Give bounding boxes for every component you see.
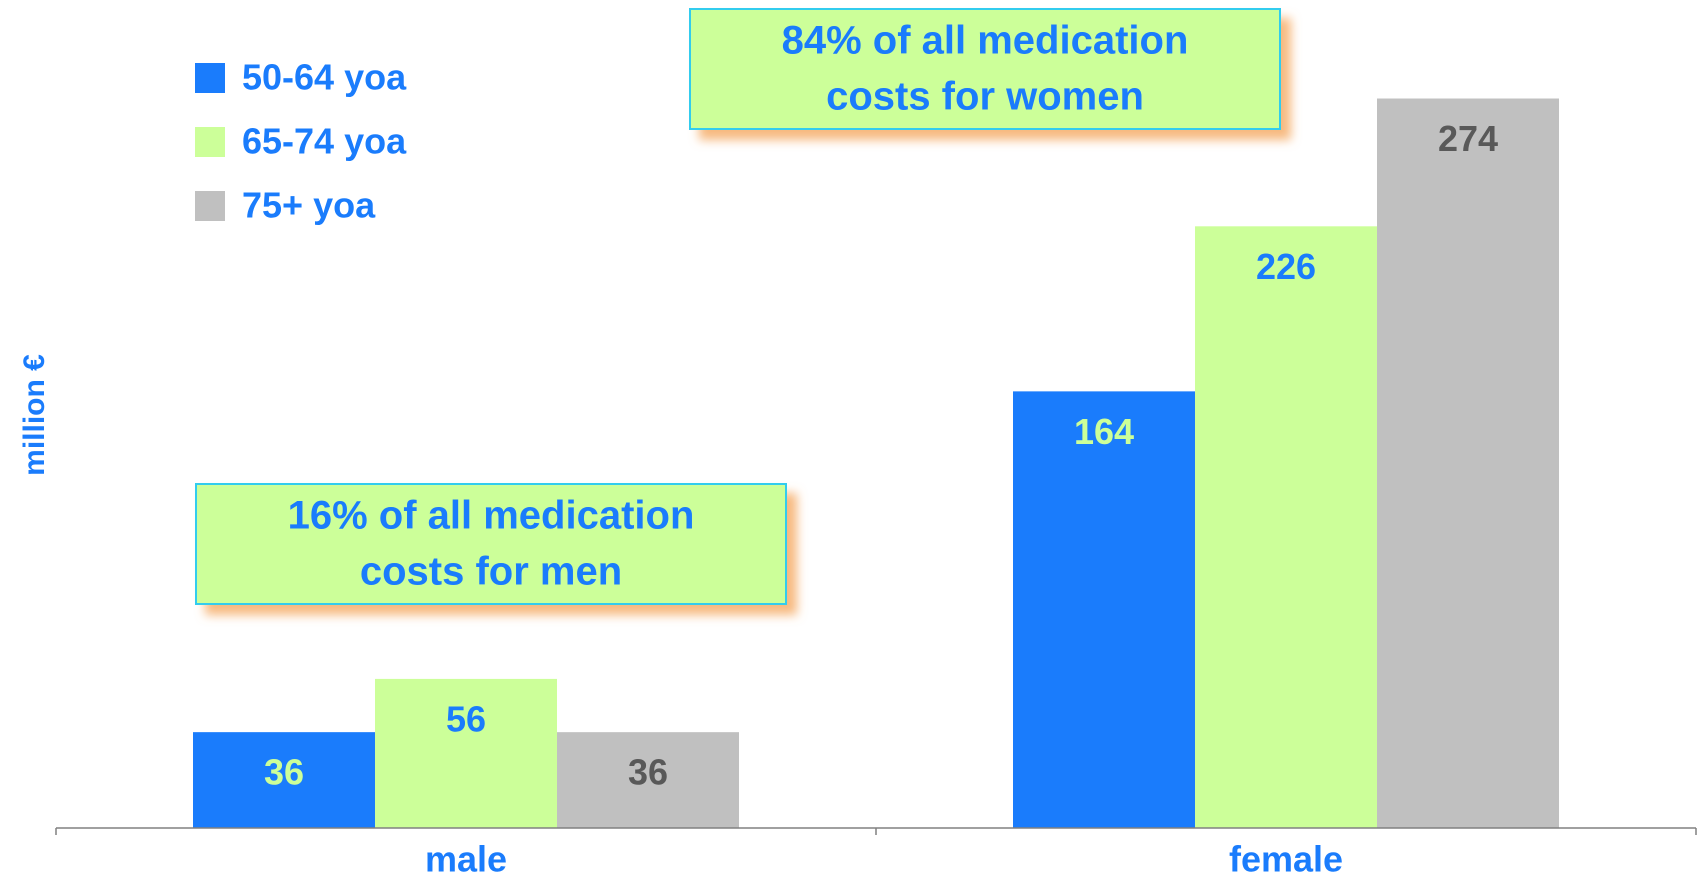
value-label: 164 <box>1074 411 1134 452</box>
annotation-text: costs for women <box>826 75 1144 119</box>
annotation-text: 84% of all medication <box>782 19 1189 63</box>
annotation-text: 16% of all medication <box>288 494 695 538</box>
bar <box>557 732 739 828</box>
x-tick-label: male <box>425 839 507 880</box>
legend-swatch <box>195 63 225 93</box>
bar <box>193 732 375 828</box>
value-label: 226 <box>1256 246 1316 287</box>
value-label: 56 <box>446 698 486 739</box>
x-tick-label: female <box>1229 839 1343 880</box>
bar <box>1195 226 1377 828</box>
bar <box>375 678 557 828</box>
annotation-box <box>689 8 1281 130</box>
legend-swatch <box>195 127 225 157</box>
y-axis-label: million € <box>18 354 51 476</box>
value-label: 274 <box>1438 118 1498 159</box>
annotation-text: costs for men <box>360 550 622 594</box>
bar <box>1377 98 1559 828</box>
legend-swatch <box>195 191 225 221</box>
legend-label: 75+ yoa <box>242 185 376 226</box>
legend-label: 65-74 yoa <box>242 121 407 162</box>
value-label: 36 <box>628 752 668 793</box>
annotation-box <box>195 483 787 605</box>
bar <box>1013 391 1195 828</box>
value-label: 36 <box>264 752 304 793</box>
legend-label: 50-64 yoa <box>242 57 407 98</box>
